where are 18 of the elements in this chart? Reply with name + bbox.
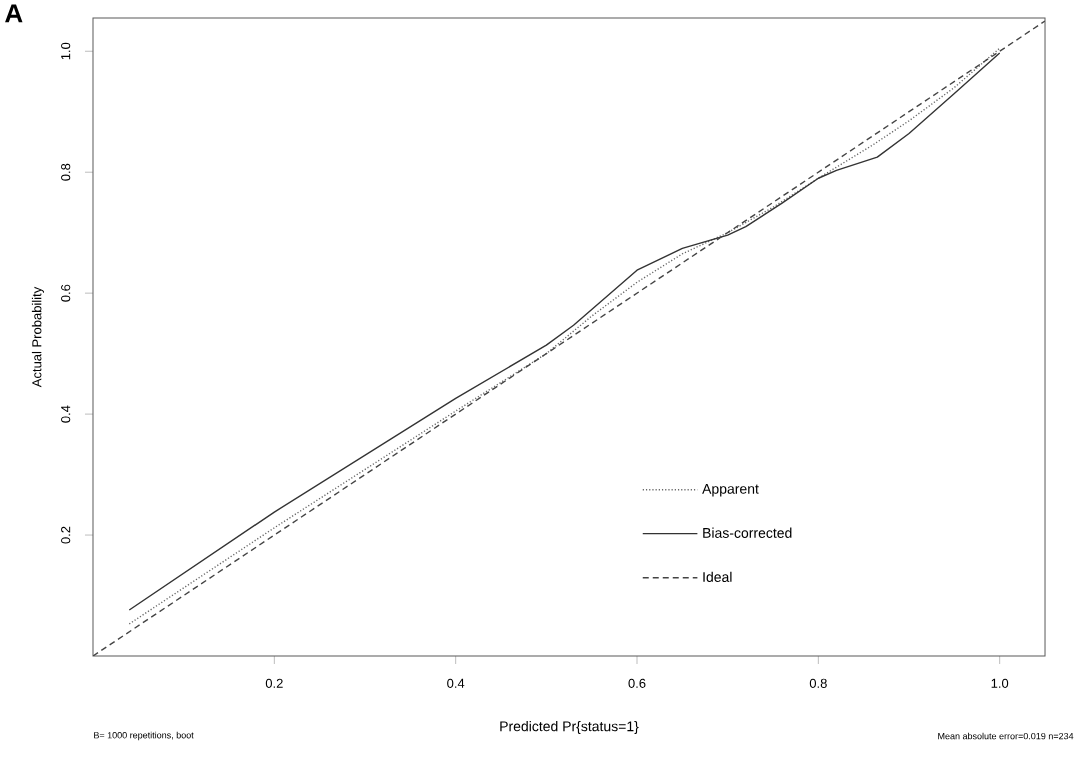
legend-label: Apparent [702,484,759,497]
y-tick-label: 1.0 [61,42,71,60]
y-tick-label: 0.4 [61,405,71,423]
x-axis-title: Predicted Pr{status=1} [500,721,639,735]
x-tick-label: 0.2 [265,678,283,688]
text: Mean absolute error=0.019 n=234 [938,732,1074,740]
y-tick-label: 0.6 [61,284,71,302]
x-tick-label: 0.6 [628,678,646,688]
text: A [5,4,23,23]
x-tick-label: 0.4 [447,678,465,688]
legend-label: Bias-corrected [703,527,792,538]
x-tick-label: 1.0 [991,678,1009,688]
x-tick-label: 0.8 [809,678,827,688]
text: B= 1000 repetitions, boot [94,731,194,741]
y-tick-label: 0.8 [61,163,71,181]
legend-label: Ideal [703,571,732,582]
y-axis-title: Actual Probability [31,286,44,388]
y-tick-label: 0.2 [61,526,71,544]
